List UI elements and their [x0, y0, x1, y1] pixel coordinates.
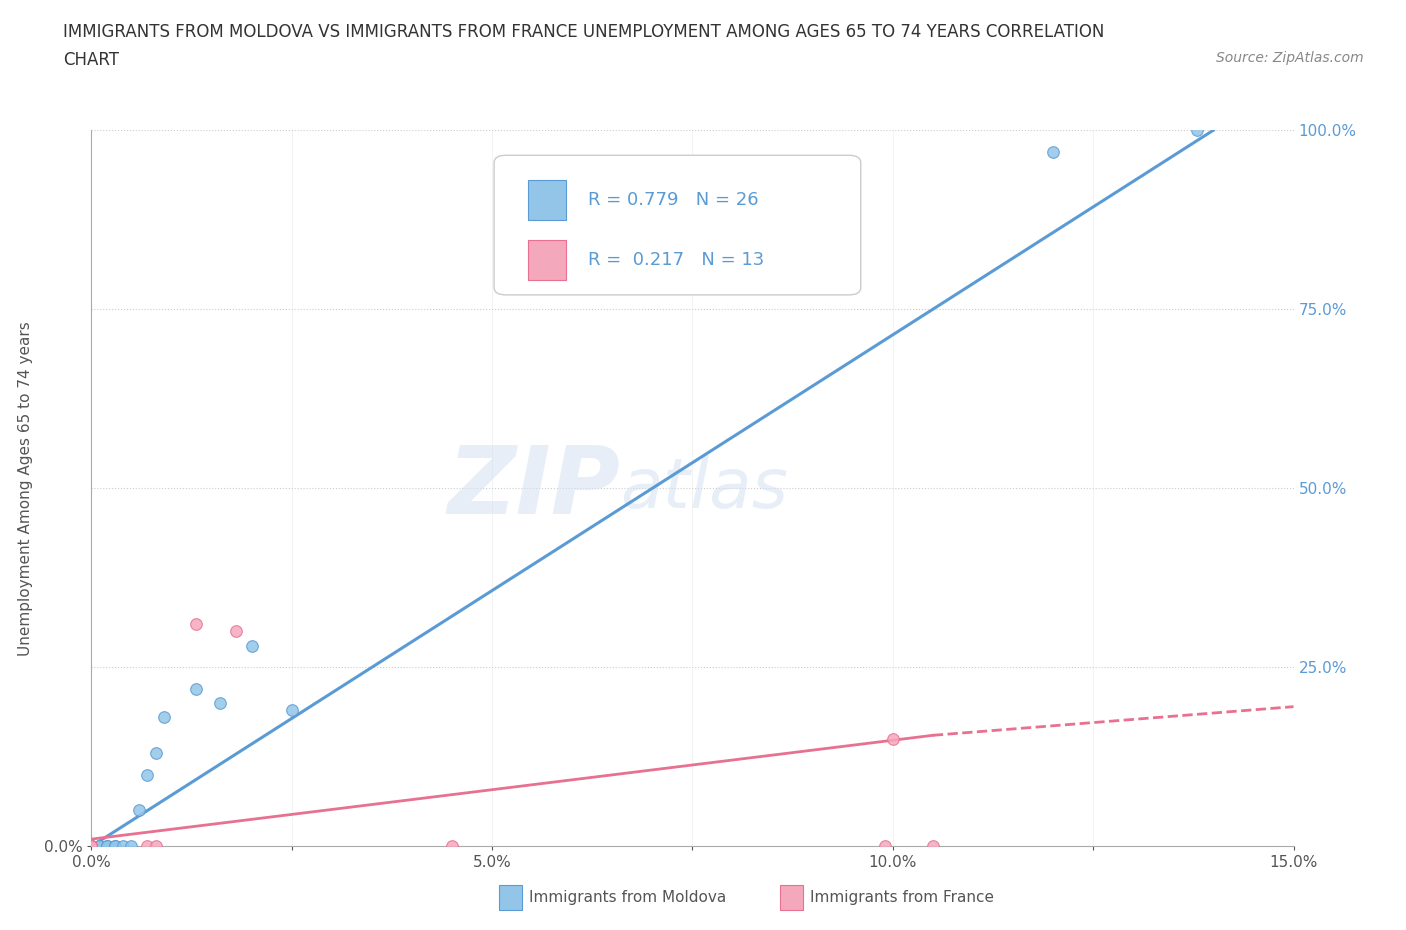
Bar: [527, 180, 567, 219]
Point: [1187, 123, 1209, 138]
Point: [208, 696, 231, 711]
FancyBboxPatch shape: [494, 155, 860, 295]
Point: [104, 839, 127, 854]
Point: [80, 839, 103, 854]
Point: [240, 638, 263, 653]
Point: [89, 839, 111, 854]
Point: [96, 839, 118, 854]
Point: [104, 839, 127, 854]
Point: [96, 839, 118, 854]
Point: [80, 839, 103, 854]
Point: [89, 839, 111, 854]
Point: [80, 839, 103, 854]
Point: [80, 839, 103, 854]
Point: [882, 732, 904, 747]
Text: Source: ZipAtlas.com: Source: ZipAtlas.com: [1216, 51, 1364, 65]
Point: [184, 682, 207, 697]
Point: [112, 839, 135, 854]
Point: [80, 839, 103, 854]
Bar: [527, 241, 567, 280]
Text: R =  0.217   N = 13: R = 0.217 N = 13: [588, 251, 763, 269]
Text: ZIP: ZIP: [447, 443, 620, 534]
Point: [121, 839, 143, 854]
Point: [1042, 144, 1064, 159]
Point: [96, 839, 118, 854]
Point: [152, 710, 174, 724]
Text: IMMIGRANTS FROM MOLDOVA VS IMMIGRANTS FROM FRANCE UNEMPLOYMENT AMONG AGES 65 TO : IMMIGRANTS FROM MOLDOVA VS IMMIGRANTS FR…: [63, 23, 1105, 41]
Point: [80, 839, 103, 854]
Point: [80, 839, 103, 854]
Point: [136, 839, 159, 854]
Point: [80, 839, 103, 854]
Point: [80, 839, 103, 854]
Point: [128, 804, 150, 818]
Point: [104, 839, 127, 854]
Point: [922, 839, 945, 854]
Text: R = 0.779   N = 26: R = 0.779 N = 26: [588, 191, 758, 209]
Point: [145, 839, 167, 854]
Point: [184, 617, 207, 631]
Text: Immigrants from France: Immigrants from France: [810, 890, 994, 905]
Text: CHART: CHART: [63, 51, 120, 69]
Point: [225, 624, 247, 639]
Text: atlas: atlas: [620, 455, 789, 522]
Text: Immigrants from Moldova: Immigrants from Moldova: [529, 890, 725, 905]
Point: [80, 839, 103, 854]
Point: [80, 839, 103, 854]
Point: [440, 839, 463, 854]
Point: [136, 767, 159, 782]
Point: [145, 746, 167, 761]
Point: [281, 703, 304, 718]
Y-axis label: Unemployment Among Ages 65 to 74 years: Unemployment Among Ages 65 to 74 years: [17, 321, 32, 656]
Point: [873, 839, 896, 854]
